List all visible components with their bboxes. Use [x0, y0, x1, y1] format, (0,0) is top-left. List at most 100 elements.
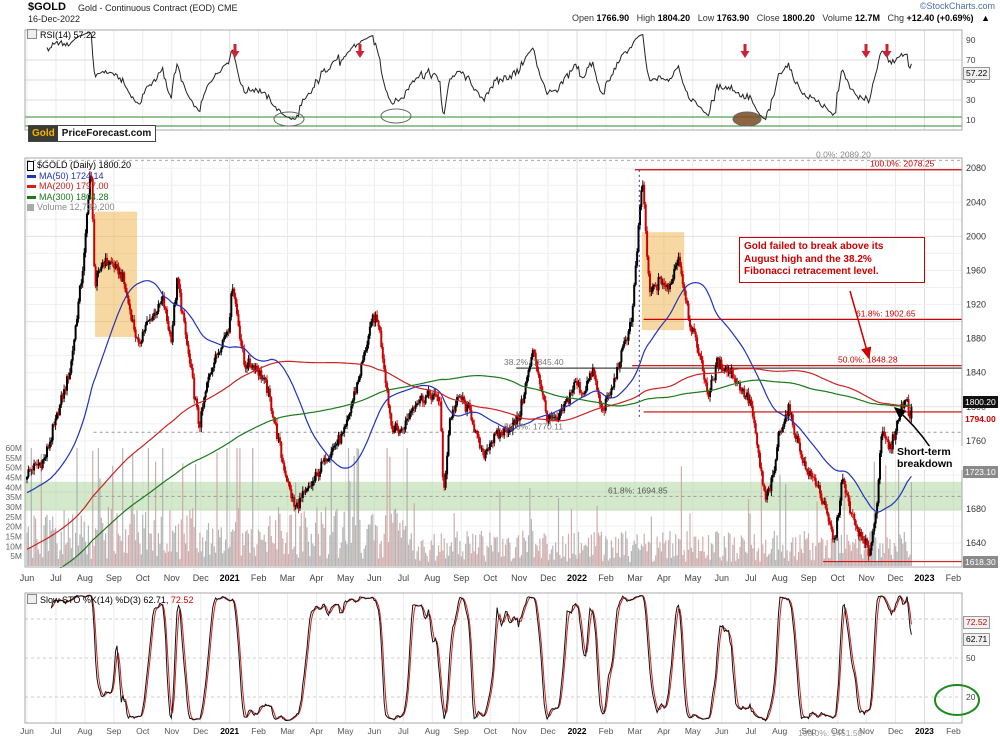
x-axis-label: Feb — [251, 573, 267, 583]
price-axis-label: 1920 — [966, 300, 986, 310]
x-axis-label-bottom: Aug — [772, 726, 787, 736]
x-axis-label-bottom: Nov — [512, 726, 528, 736]
ma200-swatch-icon — [27, 185, 36, 189]
red-down-arrow-icon — [355, 44, 365, 58]
sto-axis-label: 50 — [966, 653, 976, 663]
x-axis-label: Aug — [424, 573, 440, 583]
rsi-axis-label: 10 — [966, 115, 976, 125]
red-down-arrow-icon — [230, 44, 240, 58]
rsi-axis-label: 90 — [966, 35, 976, 45]
chg-value: +12.40 (+0.69%) — [906, 13, 974, 23]
x-axis-label-bottom: Apr — [310, 726, 323, 736]
x-axis-label: Dec — [540, 573, 557, 583]
symbol: $GOLD — [28, 1, 66, 13]
fib-label: 38.2%: 1845.40 — [504, 357, 564, 367]
sto-value-badge: 72.52 — [963, 615, 991, 629]
rsi-label-text: RSI(14) 57.22 — [40, 30, 97, 40]
x-axis-label-bottom: Sep — [106, 726, 121, 736]
rsi-panel-border — [24, 29, 963, 131]
volume-axis-label: 30M — [5, 502, 22, 512]
red-down-arrow-icon — [861, 44, 871, 58]
x-axis-label-bottom: Sep — [454, 726, 469, 736]
sto-label: Slow STO %K(14) %D(3) 62.71, 72.52 — [27, 594, 193, 605]
fib-label: 50.0%: 1770.11 — [504, 421, 563, 431]
support-zone-band — [25, 481, 962, 511]
x-axis-label-bottom: Oct — [484, 726, 498, 736]
x-axis-label-bottom: Mar — [280, 726, 295, 736]
change-up-arrow-icon: ▲ — [981, 13, 990, 23]
x-axis-label-bottom: Feb — [946, 726, 961, 736]
price-axis-label: 2080 — [966, 163, 986, 173]
x-axis-label-bottom: Jul — [745, 726, 756, 736]
close-label: Close — [756, 13, 780, 23]
breakdown-arrow — [893, 407, 931, 448]
main-legend: $GOLD (Daily) 1800.20 MA(50) 1724.14 MA(… — [27, 160, 131, 213]
sto-k-line — [50, 594, 912, 722]
x-axis-label-bottom: Aug — [77, 726, 92, 736]
legend-item-ma50: MA(50) 1724.14 — [27, 171, 131, 182]
quote-date: 16-Dec-2022 — [28, 14, 81, 24]
volume-axis-label: 25M — [5, 512, 22, 522]
rsi-circle-annotation — [273, 111, 305, 127]
legend-item-ma200: MA(200) 1797.00 — [27, 181, 131, 192]
price-level-badge: 1618.30 — [963, 555, 998, 568]
volume-axis-label: 55M — [5, 453, 22, 463]
candlestick-icon — [27, 160, 34, 171]
x-axis-label-bottom: Oct — [136, 726, 150, 736]
high-label: High — [636, 13, 656, 23]
x-axis-label: Apr — [657, 573, 671, 583]
ma300-swatch-icon — [27, 195, 36, 199]
price-level-badge: 1723.10 — [963, 466, 998, 479]
price-axis-label: 2000 — [966, 231, 986, 241]
x-axis-label: Aug — [77, 573, 93, 583]
x-axis-label-bottom: Jun — [715, 726, 729, 736]
volume-axis-label: 35M — [5, 492, 22, 502]
x-axis-label: Jun — [20, 573, 35, 583]
high-value: 1804.20 — [657, 13, 691, 23]
volume-axis-label: 40M — [5, 482, 22, 492]
x-axis-label: Mar — [280, 573, 296, 583]
x-axis-label-bottom: Jul — [398, 726, 409, 736]
sto-panel-border — [24, 592, 963, 724]
x-axis-label-bottom: Dec — [193, 726, 209, 736]
rsi-axis-label: 50 — [966, 75, 976, 85]
rsi-axis-label: 30 — [966, 95, 976, 105]
volume-axis-label: 15M — [5, 532, 22, 542]
goldpriceforecast-logo: Gold PriceForecast.com — [28, 125, 157, 142]
price-level-badge: 1794.00 — [965, 413, 996, 424]
chg-label: Chg — [887, 13, 904, 23]
candle-bodies-up — [26, 175, 913, 556]
rsi-axis-label: 70 — [966, 55, 976, 65]
legend-item-ma300: MA(300) 1804.28 — [27, 192, 131, 203]
indicator-icon — [27, 29, 37, 39]
low-value: 1763.90 — [716, 13, 750, 23]
x-axis-label-bottom: May — [337, 726, 354, 736]
fib-label: 50.0%: 1848.28 — [838, 355, 898, 365]
x-axis-label-bottom: Aug — [425, 726, 440, 736]
x-axis-label: Feb — [946, 573, 962, 583]
legend-ma300-label: MA(300) 1804.28 — [39, 191, 109, 202]
sto-k-value: 62.71, — [143, 595, 169, 605]
ma300-line — [59, 375, 912, 568]
rsi-value-badge: 57.22 — [963, 66, 991, 80]
x-axis-label: Sep — [106, 573, 122, 583]
open-label: Open — [572, 13, 595, 23]
x-axis-label: Jul — [745, 573, 757, 583]
x-axis-label: 2022 — [567, 573, 587, 583]
legend-ma50-label: MA(50) 1724.14 — [39, 170, 104, 181]
legend-item-volume: Volume 12,739,200 — [27, 202, 131, 213]
logo-rest-text: PriceForecast.com — [57, 126, 156, 141]
x-axis-label: Jul — [50, 573, 62, 583]
x-axis-label: Apr — [309, 573, 323, 583]
x-axis-label-bottom: Nov — [859, 726, 875, 736]
quote-line: Open 1766.90 High 1804.20 Low 1763.90 Cl… — [572, 13, 995, 23]
low-label: Low — [697, 13, 715, 23]
x-axis-label-bottom: May — [685, 726, 702, 736]
sto-value-badge: 62.71 — [963, 633, 991, 647]
x-axis-label-bottom: Dec — [541, 726, 557, 736]
x-axis-label-bottom: Nov — [164, 726, 180, 736]
fib-label: 100.0%: 1451.50 — [798, 728, 863, 738]
logo-gold-text: Gold — [29, 126, 58, 141]
